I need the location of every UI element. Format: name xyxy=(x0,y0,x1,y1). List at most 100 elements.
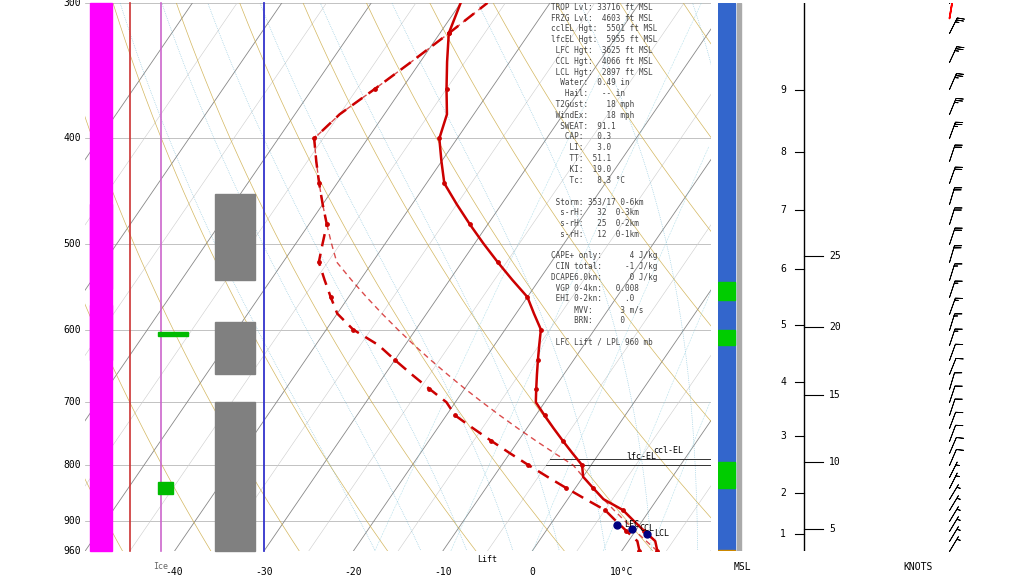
Text: -20: -20 xyxy=(345,568,362,577)
Text: 500: 500 xyxy=(63,239,81,249)
Text: MSL: MSL xyxy=(734,562,752,572)
Point xyxy=(462,220,478,229)
Point xyxy=(345,325,361,334)
Text: Ice: Ice xyxy=(154,562,168,571)
Point xyxy=(319,220,336,229)
Point xyxy=(597,505,614,515)
Text: lfc-EL: lfc-EL xyxy=(627,452,657,460)
Point xyxy=(529,355,546,365)
Text: 300: 300 xyxy=(63,0,81,8)
Text: LFC: LFC xyxy=(625,520,639,529)
Point xyxy=(311,257,327,267)
Text: -30: -30 xyxy=(255,568,273,577)
Point xyxy=(558,484,575,493)
Point xyxy=(519,293,536,302)
Point xyxy=(438,84,455,93)
Point xyxy=(431,134,447,143)
Text: 600: 600 xyxy=(63,324,81,335)
Point xyxy=(520,460,537,470)
Text: LI:   3.0: LI: 3.0 xyxy=(551,143,610,152)
Text: cclEL Hgt:  5501 ft MSL: cclEL Hgt: 5501 ft MSL xyxy=(551,24,657,33)
Text: WindEx:    18 mph: WindEx: 18 mph xyxy=(551,111,634,120)
Text: Lift: Lift xyxy=(477,555,498,564)
Point xyxy=(387,355,403,365)
Text: 1: 1 xyxy=(780,529,786,538)
Text: s-rH:   32  0-3km: s-rH: 32 0-3km xyxy=(551,208,638,217)
Point xyxy=(306,134,322,143)
Point xyxy=(615,505,631,515)
Text: lfcEL Hgt:  5955 ft MSL: lfcEL Hgt: 5955 ft MSL xyxy=(551,35,657,44)
Text: Hail:   -- in: Hail: -- in xyxy=(551,89,625,98)
Point xyxy=(631,546,647,556)
Text: 3: 3 xyxy=(780,431,786,441)
Text: CCL Hgt:  4066 ft MSL: CCL Hgt: 4066 ft MSL xyxy=(551,57,653,66)
Bar xyxy=(214,321,255,374)
Text: s-rH:   25  0-2km: s-rH: 25 0-2km xyxy=(551,219,638,228)
Text: CIN total:     -1 J/kg: CIN total: -1 J/kg xyxy=(551,262,657,271)
Text: 9: 9 xyxy=(780,85,786,95)
Point xyxy=(440,29,457,38)
Point xyxy=(421,384,437,393)
Text: ccl-EL: ccl-EL xyxy=(654,446,683,455)
Point xyxy=(574,460,590,470)
Point xyxy=(555,436,571,445)
Text: SWEAT:  91.1: SWEAT: 91.1 xyxy=(551,122,616,130)
Text: 800: 800 xyxy=(63,460,81,470)
Text: TT:  51.1: TT: 51.1 xyxy=(551,154,610,163)
Text: Water:  0.49 in: Water: 0.49 in xyxy=(551,78,629,88)
Text: 960: 960 xyxy=(63,546,81,556)
Text: 15: 15 xyxy=(829,391,840,400)
Bar xyxy=(718,550,735,551)
Text: 0: 0 xyxy=(529,568,536,577)
Text: KNOTS: KNOTS xyxy=(904,562,933,572)
Text: 400: 400 xyxy=(63,133,81,144)
Point xyxy=(619,526,635,535)
Bar xyxy=(89,3,112,551)
Bar xyxy=(214,402,255,551)
Bar xyxy=(718,329,735,345)
Text: 5: 5 xyxy=(829,524,835,534)
Bar xyxy=(214,194,255,280)
Point xyxy=(311,179,327,188)
Bar xyxy=(158,332,188,336)
Text: 10: 10 xyxy=(829,457,840,467)
Point xyxy=(436,179,452,188)
Point xyxy=(585,484,601,493)
Bar xyxy=(718,283,735,299)
Point xyxy=(636,526,653,535)
Text: TROP Lvl: 33716 ft MSL: TROP Lvl: 33716 ft MSL xyxy=(551,3,653,12)
Text: T2Gust:    18 mph: T2Gust: 18 mph xyxy=(551,100,634,109)
Point xyxy=(447,411,464,420)
Point xyxy=(489,257,506,267)
Text: LFC Hgt:  3625 ft MSL: LFC Hgt: 3625 ft MSL xyxy=(551,46,653,55)
Text: 7: 7 xyxy=(780,205,786,215)
Text: 900: 900 xyxy=(63,516,81,526)
Text: Tc:   8.3 °C: Tc: 8.3 °C xyxy=(551,175,625,185)
Point xyxy=(440,29,457,38)
Text: LCL Hgt:  2897 ft MSL: LCL Hgt: 2897 ft MSL xyxy=(551,68,653,77)
Text: CAP:   0.3: CAP: 0.3 xyxy=(551,133,610,141)
Text: s-rH:   12  0-1km: s-rH: 12 0-1km xyxy=(551,230,638,239)
Point xyxy=(649,546,666,556)
Bar xyxy=(718,3,735,551)
Text: MVV:      3 m/s: MVV: 3 m/s xyxy=(551,305,643,314)
Point xyxy=(537,411,553,420)
Text: 20: 20 xyxy=(829,322,840,332)
Text: 5: 5 xyxy=(780,320,786,330)
Text: 6: 6 xyxy=(780,264,786,274)
Point xyxy=(528,384,545,393)
Text: FRZG Lvl:  4603 ft MSL: FRZG Lvl: 4603 ft MSL xyxy=(551,14,653,23)
Text: 8: 8 xyxy=(780,147,786,158)
Text: Storm: 353/17 0-6km: Storm: 353/17 0-6km xyxy=(551,197,643,206)
Point xyxy=(483,436,500,445)
Text: KI:  19.0: KI: 19.0 xyxy=(551,165,610,174)
Text: -40: -40 xyxy=(166,568,184,577)
Text: -10: -10 xyxy=(434,568,451,577)
Text: 2: 2 xyxy=(780,488,786,497)
Text: BRN:      0: BRN: 0 xyxy=(551,316,625,325)
Text: DCAPE6.0kn:      0 J/kg: DCAPE6.0kn: 0 J/kg xyxy=(551,273,657,282)
Text: 700: 700 xyxy=(63,397,81,407)
Text: LCL: LCL xyxy=(655,529,669,538)
Text: 4: 4 xyxy=(780,377,786,387)
Text: VGP 0-4kn:   0.008: VGP 0-4kn: 0.008 xyxy=(551,284,638,293)
